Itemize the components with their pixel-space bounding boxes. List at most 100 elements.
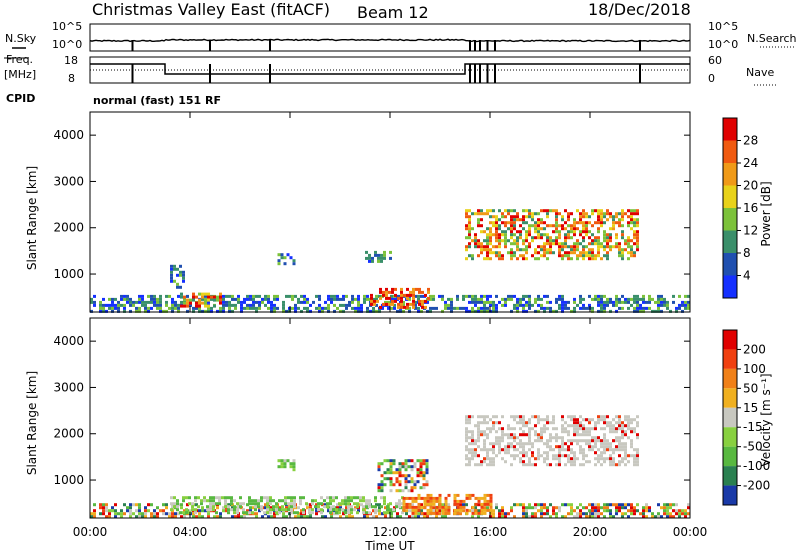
- range-cell: [296, 511, 299, 515]
- range-cell: [552, 230, 555, 234]
- range-cell: [266, 505, 269, 509]
- range-cell: [264, 503, 267, 507]
- range-cell: [368, 502, 371, 506]
- range-cell: [609, 512, 612, 516]
- range-cell: [404, 468, 408, 472]
- range-cell: [170, 270, 173, 274]
- range-cell: [600, 215, 603, 219]
- range-cell: [588, 221, 591, 225]
- range-cell: [561, 515, 564, 519]
- range-cell: [522, 221, 525, 225]
- range-cell: [573, 424, 576, 428]
- range-cell: [546, 442, 549, 446]
- range-cell: [400, 299, 403, 303]
- range-cell: [585, 506, 588, 510]
- range-cell: [474, 303, 477, 307]
- range-cell: [558, 254, 561, 258]
- range-cell: [339, 309, 342, 313]
- range-cell: [546, 248, 549, 252]
- range-cell: [570, 230, 573, 234]
- range-cell: [540, 248, 543, 252]
- range-cell: [388, 290, 391, 294]
- range-cell: [471, 442, 474, 446]
- range-cell: [534, 439, 537, 443]
- range-cell: [170, 508, 173, 512]
- range-cell: [380, 259, 383, 263]
- range-cell: [283, 256, 287, 260]
- range-cell: [561, 424, 564, 428]
- range-cell: [543, 512, 546, 516]
- range-cell: [453, 499, 457, 503]
- range-cell: [495, 233, 498, 237]
- range-cell: [555, 212, 558, 216]
- range-cell: [243, 300, 246, 304]
- range-cell: [657, 515, 660, 519]
- range-cell: [636, 424, 639, 428]
- range-cell: [380, 256, 383, 260]
- range-cell: [546, 306, 549, 310]
- range-cell: [483, 433, 486, 437]
- range-cell: [519, 224, 522, 228]
- range-cell: [618, 224, 621, 228]
- range-cell: [573, 430, 576, 434]
- range-cell: [471, 436, 474, 440]
- range-cell: [576, 303, 579, 307]
- range-cell: [477, 427, 480, 431]
- range-cell: [414, 505, 418, 509]
- range-cell: [394, 293, 397, 297]
- range-cell: [567, 457, 570, 461]
- range-cell: [465, 445, 468, 449]
- range-cell: [597, 239, 600, 243]
- range-cell: [209, 505, 212, 509]
- range-cell: [227, 496, 230, 500]
- range-cell: [483, 212, 486, 216]
- range-cell: [498, 245, 501, 249]
- range-cell: [630, 303, 633, 307]
- range-cell: [516, 300, 519, 304]
- range-cell: [561, 454, 564, 458]
- range-cell: [239, 505, 242, 509]
- range-cell: [555, 512, 558, 516]
- range-cell: [422, 474, 426, 478]
- range-cell: [636, 309, 639, 313]
- range-cell: [612, 460, 615, 464]
- range-cell: [345, 515, 348, 519]
- range-cell: [621, 421, 624, 425]
- range-cell: [507, 297, 510, 301]
- range-cell: [324, 503, 327, 507]
- range-cell: [624, 442, 627, 446]
- range-cell: [162, 509, 165, 513]
- range-cell: [105, 503, 108, 507]
- range-cell: [447, 306, 450, 310]
- scatter-region-2: [370, 287, 430, 309]
- range-cell: [516, 448, 519, 452]
- range-cell: [267, 297, 270, 301]
- range-cell: [289, 462, 293, 466]
- range-cell: [471, 294, 474, 298]
- range-cell: [465, 457, 468, 461]
- range-cell: [606, 448, 609, 452]
- range-cell: [537, 421, 540, 425]
- range-cell: [399, 515, 402, 519]
- range-cell: [260, 505, 263, 509]
- range-cell: [645, 306, 648, 310]
- range-cell: [389, 508, 392, 512]
- range-cell: [407, 465, 411, 469]
- range-cell: [591, 224, 594, 228]
- x-tick-label: 08:00: [273, 525, 308, 539]
- colorbar-tick-label: 4: [743, 269, 751, 283]
- range-cell: [120, 303, 123, 307]
- range-cell: [397, 305, 400, 309]
- range-cell: [513, 215, 516, 219]
- range-cell: [558, 457, 561, 461]
- range-cell: [600, 442, 603, 446]
- range-cell: [391, 302, 394, 306]
- range-cell: [495, 506, 498, 510]
- range-cell: [413, 465, 417, 469]
- range-cell: [504, 236, 507, 240]
- range-cell: [344, 496, 347, 500]
- range-cell: [368, 256, 371, 260]
- range-cell: [153, 294, 156, 298]
- range-cell: [370, 302, 373, 306]
- range-cell: [558, 506, 561, 510]
